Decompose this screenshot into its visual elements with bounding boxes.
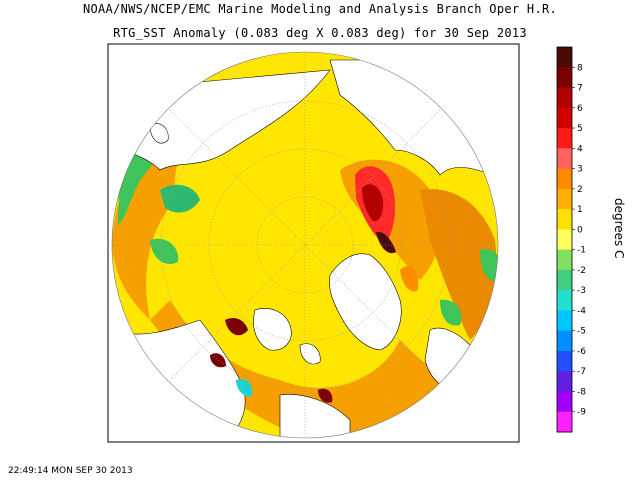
colorbar-swatches [557, 47, 572, 433]
colorbar-swatch [557, 350, 572, 372]
colorbar-swatch [557, 148, 572, 170]
colorbar-tick-label: 1 [577, 205, 583, 215]
colorbar-tick-label: 3 [577, 165, 583, 175]
colorbar-swatch [557, 128, 572, 149]
anomaly-region [362, 184, 384, 222]
anomaly-region [420, 189, 497, 340]
colorbar-swatch [557, 290, 572, 311]
colorbar-swatch [557, 269, 572, 291]
colorbar-tick-label: 8 [577, 63, 583, 73]
colorbar-tick-label: 5 [577, 124, 583, 134]
colorbar-tick-label: 0 [577, 225, 583, 235]
colorbar-tick-label: 6 [577, 104, 583, 114]
land-mass [149, 123, 169, 144]
coastal-fringe [318, 388, 333, 403]
anomaly-region [150, 300, 470, 438]
chart-title: NOAA/NWS/NCEP/EMC Marine Modeling and An… [82, 2, 558, 16]
colorbar-swatch [557, 107, 572, 129]
land-mass [329, 253, 402, 351]
colorbar-tick-label: -8 [577, 387, 586, 397]
colorbar-tick-label: 7 [577, 84, 583, 94]
plot-frame [107, 43, 520, 443]
colorbar-swatch [557, 87, 572, 109]
anomaly-region [440, 299, 462, 326]
colorbar-tick-label: 2 [577, 185, 583, 195]
coastal-fringe [236, 378, 253, 397]
colorbar-tick-label: -6 [577, 347, 586, 357]
colorbar-swatch [557, 391, 572, 413]
colorbar-tick-label: -7 [577, 367, 586, 377]
timestamp: 22:49:14 MON SEP 30 2013 [8, 466, 133, 476]
colorbar-tick-label: -3 [577, 286, 586, 296]
colorbar-swatch [557, 229, 572, 251]
colorbar-swatch [557, 188, 572, 210]
coastal-fringe [225, 318, 248, 336]
land-mass [253, 308, 292, 351]
colorbar-swatch [557, 371, 572, 392]
colorbar-swatch [557, 209, 572, 230]
chart-subtitle: RTG_SST Anomaly (0.083 deg X 0.083 deg) … [113, 26, 527, 40]
colorbar-tick-label: -1 [577, 246, 586, 256]
colorbar-units-label: degrees C [612, 198, 626, 259]
colorbar-frame [556, 46, 573, 433]
colorbar-tick-label: 4 [577, 144, 583, 154]
map-boundary [111, 51, 499, 439]
anomaly-region [400, 266, 419, 292]
colorbar-swatch [557, 47, 572, 68]
colorbar-tick-labels: 8 7 6 5 4 3 2 1 0 -1 -2 -3 -4 -5 -6 -7 -8 -9 [572, 63, 586, 418]
anomaly-region [376, 231, 396, 254]
colorbar-tick-label: -9 [577, 408, 586, 418]
colorbar-swatch [557, 67, 572, 89]
colorbar-swatch [557, 310, 572, 332]
colorbar-swatch [557, 168, 572, 190]
anomaly-region [160, 184, 200, 213]
colorbar-swatch [557, 330, 572, 352]
colorbar-tick-label: -4 [577, 306, 586, 316]
colorbar-tick-label: -5 [577, 327, 586, 337]
colorbar-swatch [557, 411, 572, 433]
colorbar-tick-label: -2 [577, 266, 586, 276]
colorbar-swatch [557, 249, 572, 271]
